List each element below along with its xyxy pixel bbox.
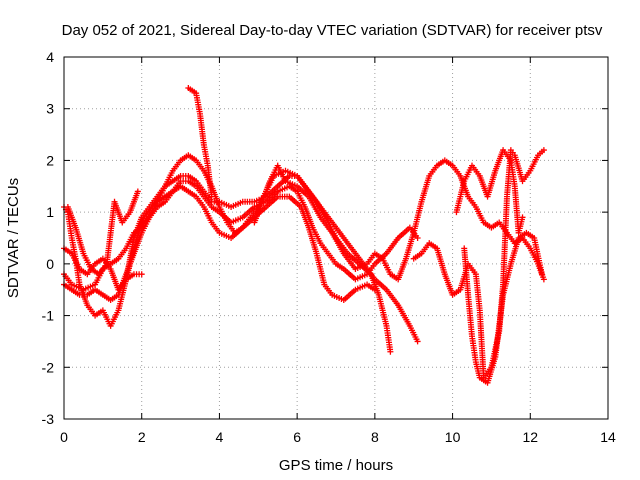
y-tick-label: -3 bbox=[42, 411, 55, 427]
x-tick-label: 10 bbox=[445, 429, 461, 445]
series-track-9 bbox=[410, 147, 547, 381]
y-tick-label: 0 bbox=[46, 256, 54, 272]
x-tick-label: 6 bbox=[293, 429, 301, 445]
plot-frame bbox=[63, 56, 609, 420]
x-tick-label: 4 bbox=[216, 429, 224, 445]
series-track-10 bbox=[453, 147, 526, 236]
y-tick-label: -2 bbox=[42, 359, 55, 375]
data-point-markers bbox=[410, 147, 547, 381]
y-axis-label: SDTVAR / TECUs bbox=[5, 178, 22, 298]
x-tick-label: 14 bbox=[600, 429, 616, 445]
y-tick-label: -1 bbox=[42, 308, 55, 324]
y-tick-label: 3 bbox=[46, 101, 54, 117]
chart-title: Day 052 of 2021, Sidereal Day-to-day VTE… bbox=[62, 22, 603, 39]
x-tick-label: 0 bbox=[60, 429, 68, 445]
series-track-8 bbox=[251, 157, 547, 283]
series-track-6 bbox=[185, 85, 215, 200]
series-track-11 bbox=[461, 229, 545, 386]
y-tick-label: 1 bbox=[46, 204, 54, 220]
data-point-markers bbox=[251, 157, 547, 283]
data-point-markers bbox=[123, 271, 145, 283]
x-tick-label: 2 bbox=[138, 429, 146, 445]
data-layer bbox=[61, 85, 547, 386]
x-tick-label: 8 bbox=[371, 429, 379, 445]
y-tick-label: 2 bbox=[46, 152, 54, 168]
data-point-markers bbox=[461, 229, 545, 386]
data-point-markers bbox=[185, 85, 215, 200]
x-tick-label: 12 bbox=[522, 429, 538, 445]
series-track-5 bbox=[64, 188, 141, 278]
data-point-markers bbox=[453, 147, 526, 236]
data-point-markers bbox=[64, 188, 141, 278]
x-axis-label: GPS time / hours bbox=[279, 457, 393, 474]
series-track-7 bbox=[123, 271, 145, 283]
y-tick-label: 4 bbox=[46, 49, 54, 65]
